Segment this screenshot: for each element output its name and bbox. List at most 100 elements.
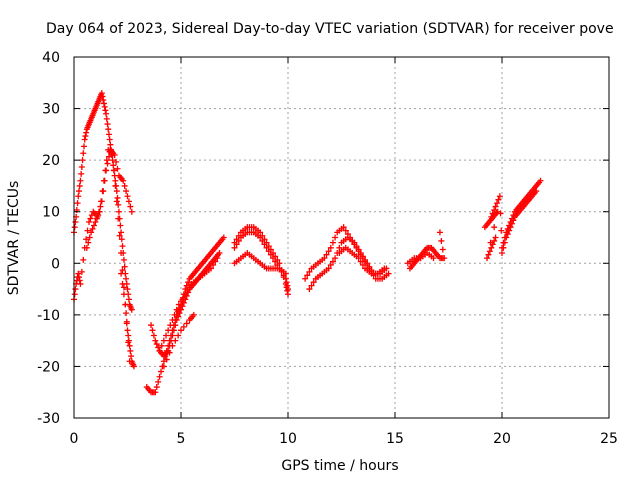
y-tick-label: 30 <box>42 102 60 118</box>
data-point <box>75 270 82 277</box>
data-point <box>276 260 283 267</box>
data-point <box>113 158 120 165</box>
data-point <box>107 141 114 148</box>
data-point <box>160 337 167 344</box>
data-point <box>357 249 364 256</box>
data-point <box>306 286 313 293</box>
data-point <box>92 219 99 226</box>
data-point <box>85 219 92 226</box>
data-point <box>74 200 81 207</box>
data-point <box>503 234 510 241</box>
data-point <box>381 265 388 272</box>
data-point <box>366 263 373 270</box>
data-point <box>332 234 339 241</box>
data-point <box>75 188 82 195</box>
data-point <box>485 251 492 258</box>
data-point <box>257 229 264 236</box>
data-marks <box>71 90 544 396</box>
data-point <box>149 327 156 334</box>
data-point <box>284 287 291 294</box>
data-point <box>491 224 498 231</box>
data-point <box>112 182 119 189</box>
data-point <box>130 363 137 370</box>
data-point <box>492 203 499 210</box>
data-point <box>71 291 78 298</box>
data-point <box>327 244 334 251</box>
data-point <box>265 243 272 250</box>
data-point <box>102 107 109 114</box>
data-point <box>123 188 130 195</box>
data-point <box>116 232 123 239</box>
data-point <box>231 244 238 251</box>
data-point <box>115 201 122 208</box>
data-point <box>259 232 266 239</box>
data-point <box>325 265 332 272</box>
data-point <box>156 373 163 380</box>
series-track-c <box>83 146 133 365</box>
data-point <box>272 253 279 260</box>
data-point <box>282 270 289 277</box>
data-point <box>95 212 102 219</box>
data-point <box>351 239 358 246</box>
data-point <box>115 215 122 222</box>
data-point <box>84 227 91 234</box>
data-point <box>93 215 100 222</box>
data-point <box>97 203 104 210</box>
data-point <box>83 244 90 251</box>
data-point <box>117 222 124 229</box>
data-point <box>282 280 289 287</box>
data-point <box>178 298 184 305</box>
series-track-n <box>336 244 388 277</box>
data-point <box>124 327 131 334</box>
data-point <box>83 236 90 243</box>
data-point <box>148 322 155 329</box>
data-point <box>86 234 93 241</box>
data-point <box>304 272 311 279</box>
data-point <box>99 188 106 195</box>
data-point <box>120 256 127 263</box>
data-point <box>103 110 110 117</box>
data-point <box>508 220 515 227</box>
data-point <box>167 322 174 329</box>
data-point <box>498 227 505 234</box>
data-point <box>270 249 277 256</box>
y-tick-label: -10 <box>37 308 60 324</box>
data-point <box>302 275 309 282</box>
data-point <box>118 249 125 256</box>
data-point <box>158 368 165 375</box>
data-point <box>100 177 107 184</box>
data-point <box>120 284 127 291</box>
x-tick-label: 25 <box>600 431 618 447</box>
data-point <box>153 384 160 391</box>
data-point <box>87 215 94 222</box>
data-point <box>96 208 103 215</box>
x-tick-label: 5 <box>177 431 186 447</box>
data-point <box>106 136 113 143</box>
data-point <box>123 310 130 317</box>
data-point <box>166 349 173 356</box>
data-point <box>216 249 223 256</box>
data-point <box>113 188 120 195</box>
data-point <box>170 327 177 334</box>
data-point <box>128 208 135 215</box>
data-point <box>82 133 89 140</box>
data-point <box>495 196 502 203</box>
data-point <box>78 170 85 177</box>
data-point <box>121 263 128 270</box>
data-point <box>438 237 445 244</box>
y-tick-label: 0 <box>51 256 60 272</box>
data-point <box>125 332 132 339</box>
data-point <box>119 243 126 250</box>
data-point <box>110 167 117 174</box>
data-point <box>105 153 112 160</box>
x-tick-label: 10 <box>279 431 297 447</box>
data-point <box>506 227 513 234</box>
data-point <box>113 198 120 205</box>
data-point <box>342 227 349 234</box>
data-point <box>81 136 88 143</box>
data-point <box>220 234 227 241</box>
data-point <box>120 177 127 184</box>
data-point <box>163 356 170 363</box>
data-point <box>364 260 371 267</box>
data-point <box>488 244 495 251</box>
